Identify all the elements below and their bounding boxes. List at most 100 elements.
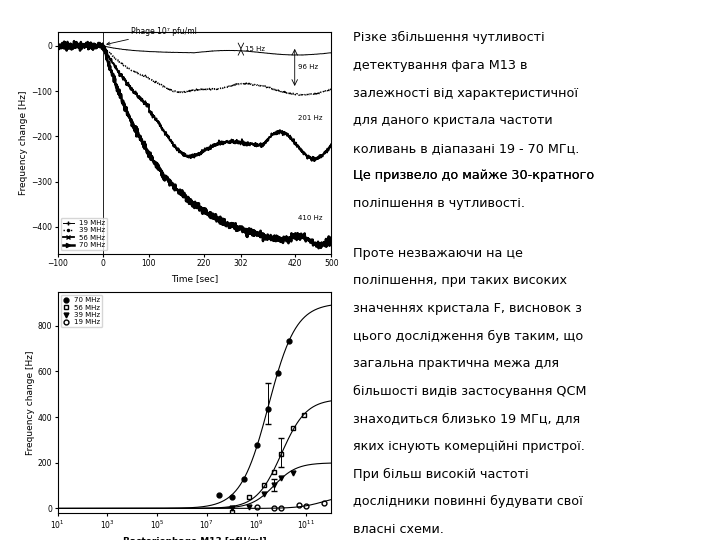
X-axis label: Time [sec]: Time [sec] bbox=[171, 274, 218, 283]
Text: поліпшення в чутливості.: поліпшення в чутливості. bbox=[353, 197, 525, 210]
70 MHz bbox=[164, 178, 173, 185]
Text: Це призвело до майже 30: Це призвело до майже 30 bbox=[353, 170, 547, 183]
Text: дослідники повинні будувати свої: дослідники повинні будувати свої bbox=[353, 495, 582, 508]
56 MHz bbox=[267, 133, 276, 139]
39 MHz bbox=[53, 43, 62, 49]
56 MHz bbox=[277, 451, 286, 457]
19 MHz bbox=[81, 43, 90, 49]
19 MHz bbox=[294, 502, 303, 509]
Text: загальна практична межа для: загальна практична межа для bbox=[353, 357, 559, 370]
Text: Проте незважаючи на це: Проте незважаючи на це bbox=[353, 247, 523, 260]
56 MHz bbox=[270, 469, 279, 475]
70 MHz bbox=[70, 38, 78, 44]
70 MHz bbox=[264, 406, 273, 413]
19 MHz bbox=[241, 48, 250, 55]
Text: коливань в діапазані 19 - 70 МГц.: коливань в діапазані 19 - 70 МГц. bbox=[353, 142, 579, 155]
X-axis label: Bacteriophage M13 [pfU/ml]: Bacteriophage M13 [pfU/ml] bbox=[122, 537, 266, 540]
56 MHz bbox=[174, 147, 183, 154]
39 MHz bbox=[228, 504, 236, 511]
39 MHz bbox=[245, 503, 253, 510]
Line: 56 MHz: 56 MHz bbox=[58, 43, 331, 161]
70 MHz bbox=[267, 234, 276, 240]
19 MHz bbox=[297, 52, 306, 58]
Line: 19 MHz: 19 MHz bbox=[58, 46, 331, 55]
19 MHz bbox=[53, 43, 62, 49]
56 MHz bbox=[310, 158, 319, 165]
56 MHz bbox=[164, 133, 173, 140]
Text: власні схеми.: власні схеми. bbox=[353, 523, 444, 536]
Line: 19 MHz: 19 MHz bbox=[254, 500, 326, 511]
19 MHz bbox=[327, 50, 336, 56]
19 MHz bbox=[272, 51, 281, 57]
70 MHz bbox=[327, 239, 336, 245]
39 MHz bbox=[272, 87, 281, 93]
39 MHz bbox=[327, 86, 336, 92]
39 MHz bbox=[270, 482, 279, 489]
39 MHz bbox=[260, 491, 269, 497]
56 MHz bbox=[300, 412, 308, 418]
Text: Це призвело до майже 30-кратного: Це призвело до майже 30-кратного bbox=[353, 170, 594, 183]
Text: 96 Hz: 96 Hz bbox=[298, 64, 318, 70]
39 MHz bbox=[174, 89, 183, 95]
19 MHz bbox=[320, 500, 328, 506]
56 MHz bbox=[260, 482, 269, 488]
Text: цього дослідження був таким, що: цього дослідження був таким, що bbox=[353, 329, 583, 343]
Legend: 19 MHz, 39 MHz, 56 MHz, 70 MHz: 19 MHz, 39 MHz, 56 MHz, 70 MHz bbox=[61, 218, 107, 251]
56 MHz bbox=[228, 509, 236, 516]
Line: 70 MHz: 70 MHz bbox=[216, 339, 292, 500]
70 MHz bbox=[274, 370, 282, 376]
Legend: 70 MHz, 56 MHz, 39 MHz, 19 MHz: 70 MHz, 56 MHz, 39 MHz, 19 MHz bbox=[61, 295, 102, 327]
39 MHz bbox=[164, 87, 173, 93]
Text: залежності від характеристичної: залежності від характеристичної bbox=[353, 86, 577, 99]
Text: При більш високій частоті: При більш високій частоті bbox=[353, 468, 528, 481]
Text: поліпшення, при таких високих: поліпшення, при таких високих bbox=[353, 274, 567, 287]
19 MHz bbox=[267, 50, 276, 57]
56 MHz bbox=[53, 41, 62, 48]
Text: 410 Hz: 410 Hz bbox=[298, 215, 323, 221]
39 MHz bbox=[241, 81, 250, 87]
Text: більшості видів застосування QCM: більшості видів застосування QCM bbox=[353, 385, 586, 398]
Line: 56 MHz: 56 MHz bbox=[229, 413, 306, 515]
Text: знаходиться близько 19 МГц, для: знаходиться близько 19 МГц, для bbox=[353, 413, 580, 426]
Text: значеннях кристала F, висновок з: значеннях кристала F, висновок з bbox=[353, 302, 582, 315]
Text: Це призвело до майже 30-кратного: Це призвело до майже 30-кратного bbox=[353, 170, 594, 183]
Text: Phage 10⁷ pfu/ml: Phage 10⁷ pfu/ml bbox=[107, 27, 197, 45]
19 MHz bbox=[164, 49, 173, 56]
70 MHz bbox=[239, 476, 248, 482]
56 MHz bbox=[98, 40, 107, 46]
39 MHz bbox=[305, 92, 313, 99]
56 MHz bbox=[327, 143, 336, 149]
19 MHz bbox=[174, 49, 183, 56]
56 MHz bbox=[272, 131, 281, 138]
Line: 39 MHz: 39 MHz bbox=[229, 470, 296, 510]
Text: 201 Hz: 201 Hz bbox=[298, 115, 323, 122]
56 MHz bbox=[81, 43, 90, 49]
Text: яких існують комерційні пристрої.: яких існують комерційні пристрої. bbox=[353, 440, 585, 453]
70 MHz bbox=[272, 233, 281, 240]
70 MHz bbox=[174, 187, 183, 193]
70 MHz bbox=[315, 245, 323, 252]
70 MHz bbox=[252, 442, 261, 449]
70 MHz bbox=[81, 43, 90, 50]
39 MHz bbox=[289, 469, 297, 476]
70 MHz bbox=[53, 43, 62, 49]
70 MHz bbox=[215, 492, 223, 498]
Text: 15 Hz: 15 Hz bbox=[245, 46, 264, 52]
39 MHz bbox=[267, 86, 276, 92]
19 MHz bbox=[252, 504, 261, 510]
39 MHz bbox=[81, 43, 90, 50]
19 MHz bbox=[270, 505, 279, 511]
Text: Різке збільшення чутливості: Різке збільшення чутливості bbox=[353, 31, 544, 44]
70 MHz bbox=[284, 338, 293, 345]
56 MHz bbox=[289, 424, 297, 431]
19 MHz bbox=[302, 503, 310, 509]
19 MHz bbox=[95, 43, 104, 49]
Text: для даного кристала частоти: для даного кристала частоти bbox=[353, 114, 552, 127]
19 MHz bbox=[277, 505, 286, 511]
Line: 70 MHz: 70 MHz bbox=[58, 41, 331, 248]
Y-axis label: Frequency change [Hz]: Frequency change [Hz] bbox=[19, 91, 28, 195]
Line: 39 MHz: 39 MHz bbox=[58, 44, 331, 96]
70 MHz bbox=[228, 494, 236, 501]
56 MHz bbox=[241, 140, 250, 147]
70 MHz bbox=[241, 226, 250, 232]
